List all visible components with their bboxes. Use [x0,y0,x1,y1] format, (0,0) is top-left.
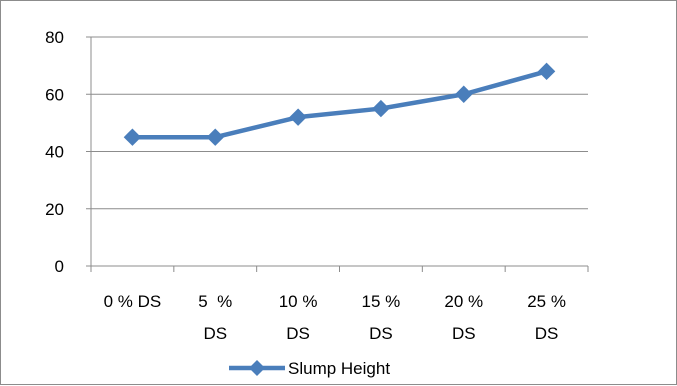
legend-label: Slump Height [288,359,390,378]
y-tick-label: 60 [45,85,64,104]
y-tick-labels: 0 20 40 60 80 [45,28,64,276]
x-tick-label: 20 % DS [444,292,483,343]
legend: Slump Height [229,359,390,378]
legend-swatch-marker [249,360,265,376]
y-tick-label: 40 [45,143,64,162]
series-layer [123,62,556,146]
data-point [372,99,390,118]
y-tick-label: 20 [45,200,64,219]
axes [86,36,589,272]
data-point [455,85,473,103]
series-line [130,69,549,140]
x-tick-label: 10 % DS [279,292,318,343]
data-point [206,128,224,146]
x-tick-labels: 0 % DS 5 % DS 10 % DS 15 % DS 20 % DS 25 % DS [104,292,566,343]
data-point [289,108,307,126]
x-tick-label: 5 % DS [198,292,232,343]
data-point [123,128,142,146]
y-tick-label: 0 [55,257,64,276]
data-point [537,62,556,81]
x-tick-label: 15 % DS [362,292,401,343]
x-tick-label: 25 % DS [527,292,566,343]
x-tick-label: 0 % DS [104,292,162,311]
gridlines [91,36,588,210]
y-tick-label: 80 [45,28,64,47]
